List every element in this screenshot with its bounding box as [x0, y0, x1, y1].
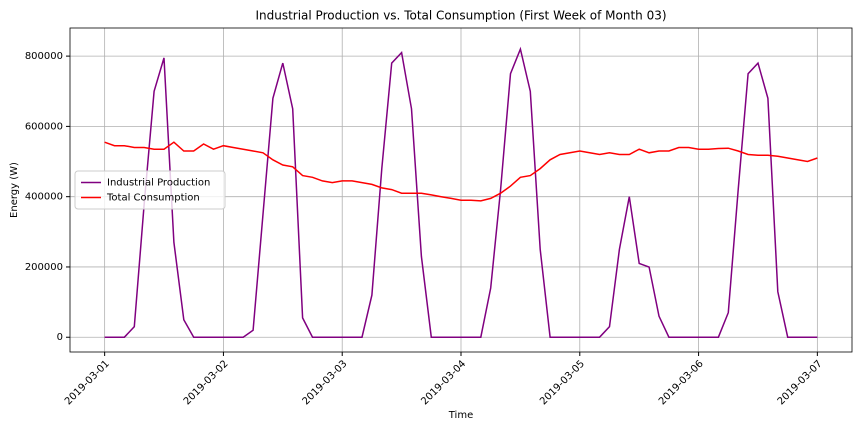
legend-label: Industrial Production [107, 178, 210, 189]
y-axis-label: Energy (W) [9, 162, 20, 218]
data-line [104, 141, 818, 202]
plot-frame [69, 27, 853, 353]
x-tick-label: 2019-03-05 [538, 358, 587, 407]
legend-box [74, 170, 226, 210]
chart-title: Industrial Production vs. Total Consumpt… [255, 9, 666, 23]
legend: Industrial Production Total Consumption [74, 170, 226, 210]
y-tick-label: 0 [57, 332, 63, 343]
y-tick-label: 200000 [25, 262, 63, 273]
data-line [104, 46, 818, 338]
x-tick-label: 2019-03-02 [182, 358, 231, 407]
x-tick-label: 2019-03-01 [63, 358, 112, 407]
x-axis-label: Time [448, 410, 473, 421]
x-tick-label: 2019-03-04 [419, 358, 468, 407]
y-tick-label: 600000 [25, 121, 63, 132]
y-tick-label: 400000 [25, 192, 63, 203]
y-tick-label: 800000 [25, 51, 63, 62]
x-tick-label: 2019-03-07 [776, 358, 825, 407]
x-tick-label: 2019-03-03 [301, 358, 350, 407]
legend-label: Total Consumption [106, 193, 200, 204]
x-tick-label: 2019-03-06 [657, 358, 706, 407]
